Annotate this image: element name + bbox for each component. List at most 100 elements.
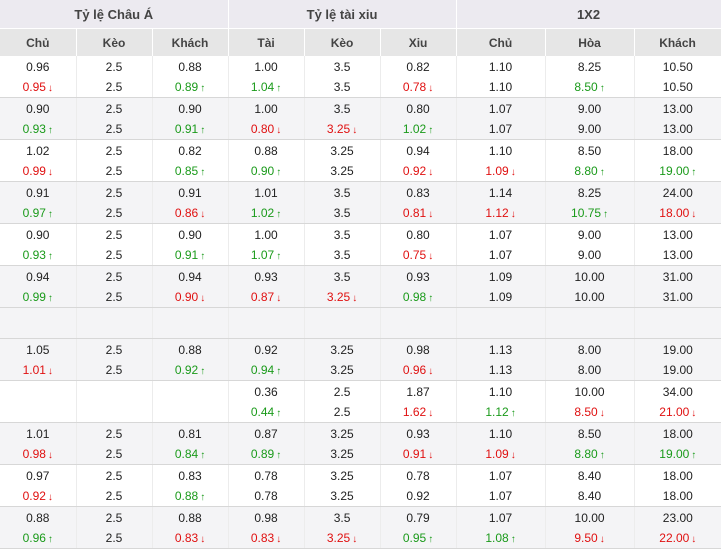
odds-value: 2.5 (105, 102, 123, 116)
odds-value: 18.00 (662, 489, 693, 503)
odds-cell: 1.08 ↑ (456, 528, 546, 549)
odds-cell: 0.93 (228, 265, 305, 287)
odds-value: 1.10 (488, 80, 513, 94)
arrow-down-icon: ↓ (352, 293, 358, 304)
odds-value: 3.5 (333, 186, 351, 200)
odds-row-current: 0.99 ↑ 2.5 0.90 ↓ 0.87 ↓ 3.25 ↓ 0.98 ↑ 1.09 10.00 31.… (0, 287, 721, 308)
odds-value: 0.93 (22, 122, 46, 136)
odds-cell: 1.09 (456, 287, 546, 308)
odds-cell: 1.01 ↓ (0, 360, 77, 381)
odds-row-opening: 0.97 2.5 0.83 0.78 3.25 0.78 1.07 8.40 18.00 (0, 464, 721, 486)
arrow-up-icon: ↑ (200, 492, 206, 503)
odds-cell: 1.09 ↓ (456, 161, 546, 182)
arrow-down-icon: ↓ (510, 209, 516, 220)
odds-value: 1.87 (406, 385, 430, 399)
odds-cell: 0.89 ↑ (152, 77, 229, 98)
odds-value: 2.5 (105, 511, 123, 525)
empty-cell (152, 307, 229, 339)
odds-value: 1.12 (485, 405, 509, 419)
arrow-up-icon: ↑ (47, 251, 53, 262)
odds-value: 10.00 (574, 511, 605, 525)
odds-value: 8.25 (577, 60, 602, 74)
arrow-up-icon: ↑ (276, 209, 282, 220)
odds-cell: 0.88 (228, 139, 305, 161)
group-header-asian-handicap: Tỷ lệ Châu Á (0, 0, 229, 29)
odds-value: 0.90 (174, 290, 199, 304)
odds-row-current: 0.93 ↑ 2.5 0.91 ↑ 1.07 ↑ 3.5 0.75 ↓ 1.07 9.00 13.00 (0, 245, 721, 266)
arrow-up-icon: ↑ (47, 534, 53, 545)
odds-cell: 0.87 ↓ (228, 287, 305, 308)
odds-value: 3.5 (333, 248, 351, 262)
odds-value: 0.78 (254, 489, 278, 503)
odds-cell: 1.01 (228, 181, 305, 203)
odds-cell: 0.98 ↓ (0, 444, 77, 465)
odds-value: 8.80 (574, 164, 598, 178)
odds-cell (76, 402, 153, 423)
odds-value: 1.13 (488, 343, 513, 357)
odds-cell: 2.5 (76, 223, 153, 245)
arrow-down-icon: ↓ (428, 209, 434, 220)
odds-value: 0.91 (402, 447, 427, 461)
odds-value: 0.96 (26, 60, 50, 74)
arrow-up-icon: ↑ (428, 293, 434, 304)
odds-value: 0.93 (406, 427, 430, 441)
odds-value: 0.93 (406, 270, 430, 284)
odds-cell: 1.10 (456, 380, 546, 402)
odds-cell: 0.81 (152, 422, 229, 444)
odds-cell: 2.5 (76, 161, 153, 182)
odds-cell: 19.00 ↑ (634, 444, 721, 465)
odds-value: 0.88 (254, 144, 278, 158)
odds-value: 1.10 (488, 385, 513, 399)
odds-value: 1.07 (488, 228, 513, 242)
odds-cell: 0.89 ↑ (228, 444, 305, 465)
odds-row-opening: 1.02 2.5 0.82 0.88 3.25 0.94 1.10 8.50 18.00 (0, 139, 721, 161)
arrow-down-icon: ↓ (428, 83, 434, 94)
odds-value: 1.12 (485, 206, 509, 220)
odds-cell: 3.25 (304, 464, 381, 486)
odds-value: 8.80 (574, 447, 598, 461)
odds-value: 0.95 (22, 80, 46, 94)
odds-cell: 0.83 (152, 464, 229, 486)
odds-value: 0.98 (402, 290, 427, 304)
odds-cell: 9.00 (545, 97, 635, 119)
group-header-row: Tỷ lệ Châu Á Tỷ lệ tài xiu 1X2 (0, 0, 721, 29)
odds-value: 10.50 (662, 60, 693, 74)
odds-value: 0.36 (254, 385, 278, 399)
odds-cell: 0.85 ↑ (152, 161, 229, 182)
odds-value: 2.5 (105, 186, 123, 200)
empty-cell (228, 307, 305, 339)
arrow-up-icon: ↑ (510, 408, 516, 419)
odds-cell: 0.94 (0, 265, 77, 287)
odds-cell: 2.5 (76, 338, 153, 360)
odds-cell: 0.78 (380, 464, 457, 486)
arrow-up-icon: ↑ (599, 450, 605, 461)
odds-value: 3.25 (330, 447, 354, 461)
odds-cell: 18.00 (634, 139, 721, 161)
odds-value: 0.99 (22, 290, 46, 304)
odds-value: 2.5 (105, 489, 123, 503)
odds-cell: 3.25 (304, 139, 381, 161)
odds-value: 1.13 (488, 363, 513, 377)
odds-cell: 0.93 ↑ (0, 119, 77, 140)
empty-cell (634, 307, 721, 339)
odds-cell: 9.00 (545, 245, 635, 266)
arrow-down-icon: ↓ (691, 209, 697, 220)
odds-cell: 3.5 (304, 265, 381, 287)
odds-value: 1.10 (488, 427, 513, 441)
odds-cell: 1.07 (456, 119, 546, 140)
odds-value: 0.78 (402, 80, 427, 94)
odds-value: 3.25 (326, 290, 351, 304)
odds-cell: 0.83 ↓ (152, 528, 229, 549)
odds-cell: 3.25 ↓ (304, 287, 381, 308)
odds-value: 1.07 (488, 489, 513, 503)
odds-cell: 18.00 ↓ (634, 203, 721, 224)
odds-value: 0.94 (406, 144, 430, 158)
odds-cell: 0.90 (0, 223, 77, 245)
odds-cell: 0.90 ↓ (152, 287, 229, 308)
odds-cell (76, 380, 153, 402)
odds-value: 0.90 (178, 102, 202, 116)
odds-cell: 0.44 ↑ (228, 402, 305, 423)
odds-value: 0.93 (22, 248, 46, 262)
arrow-up-icon: ↑ (691, 167, 697, 178)
odds-value: 0.97 (26, 469, 50, 483)
